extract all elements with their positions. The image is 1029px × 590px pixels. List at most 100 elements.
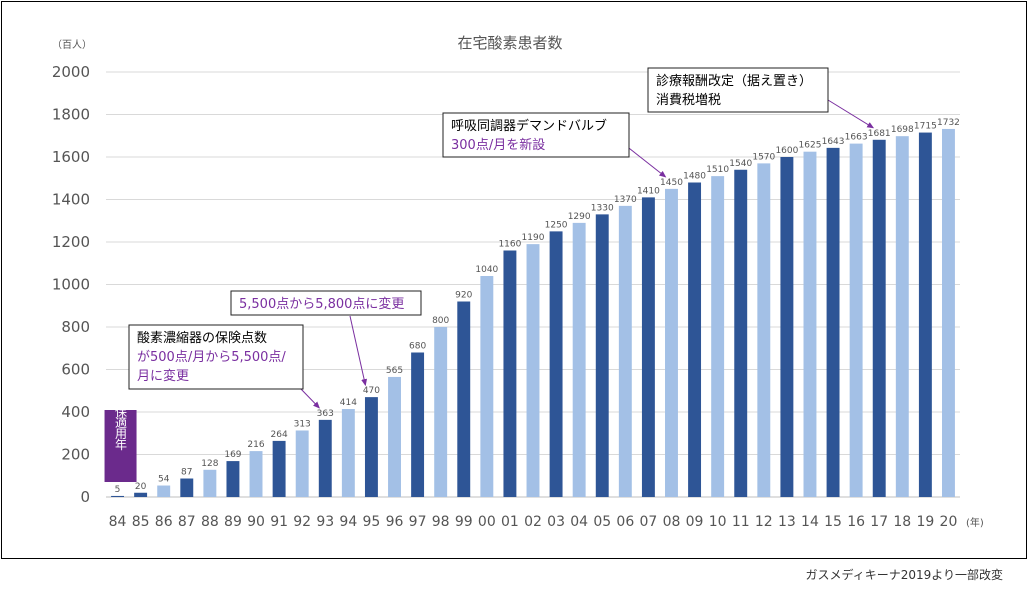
annotation-arrow — [299, 387, 320, 409]
x-axis-unit: (年) — [966, 516, 984, 529]
bar-97 — [411, 352, 425, 497]
x-tick-label: 85 — [132, 514, 150, 530]
value-label: 1330 — [591, 203, 614, 213]
x-tick-label: 84 — [109, 514, 127, 530]
y-tick-label: 200 — [61, 446, 90, 464]
x-tick-label: 18 — [893, 514, 911, 530]
y-tick-label: 1600 — [52, 148, 90, 166]
x-tick-label: 94 — [339, 514, 357, 530]
value-label: 680 — [409, 342, 426, 352]
annotation-box — [230, 290, 422, 316]
value-label: 1681 — [868, 129, 891, 139]
y-tick-label: 1400 — [52, 191, 90, 209]
x-tick-label: 08 — [663, 514, 681, 530]
x-tick-label: 90 — [247, 514, 265, 530]
x-tick-label: 12 — [755, 514, 773, 530]
x-tick-label: 09 — [686, 514, 704, 530]
value-label: 1450 — [660, 178, 683, 188]
value-label: 1410 — [637, 186, 660, 196]
value-label: 1290 — [568, 212, 591, 222]
annotation-text: 消費税増税 — [656, 93, 721, 108]
bar-93 — [318, 419, 332, 497]
value-label: 1370 — [614, 195, 637, 205]
value-label: 414 — [340, 398, 357, 408]
value-label: 1190 — [522, 233, 545, 243]
value-label: 54 — [158, 475, 170, 485]
annotation-box — [128, 324, 304, 390]
bar-chart: 在宅酸素患者数 （百人） (年) 02004006008001000120014… — [52, 34, 984, 530]
annotation-text: 診療報酬改定（据え置き） — [656, 73, 812, 89]
bar-89 — [226, 461, 240, 497]
value-label: 5 — [115, 485, 121, 495]
value-label: 20 — [135, 482, 147, 492]
highlight-label: 健保適用年 — [114, 394, 128, 450]
x-tick-label: 05 — [593, 514, 611, 530]
bar-94 — [341, 409, 355, 497]
value-label: 1732 — [937, 118, 960, 128]
bar-90 — [249, 451, 263, 497]
value-label: 128 — [201, 459, 218, 469]
bar-99 — [457, 301, 471, 497]
x-tick-label: 07 — [639, 514, 657, 530]
bar-84 — [111, 495, 125, 497]
y-tick-label: 400 — [61, 403, 90, 421]
x-tick-label: 00 — [478, 514, 496, 530]
x-tick-label: 14 — [801, 514, 819, 530]
value-label: 313 — [294, 419, 311, 429]
annotation-box — [442, 112, 630, 158]
x-tick-label: 06 — [616, 514, 634, 530]
bar-04 — [572, 222, 586, 497]
annotation-text: 月に変更 — [137, 368, 189, 384]
bar-12 — [757, 163, 771, 497]
x-tick-label: 91 — [270, 514, 288, 530]
annotation-arrow — [624, 144, 667, 178]
x-tick-label: 11 — [732, 514, 750, 530]
bar-16 — [849, 143, 863, 498]
value-label: 363 — [317, 409, 334, 419]
x-tick-label: 98 — [432, 514, 450, 530]
source-note: ガスメディキーナ2019より一部改変 — [805, 568, 1003, 582]
bar-96 — [388, 376, 401, 497]
bar-88 — [203, 469, 217, 497]
annotation-text: が500点/月から5,500点/ — [137, 350, 286, 365]
bar-86 — [157, 485, 171, 497]
value-label: 1040 — [475, 265, 498, 275]
bar-10 — [711, 176, 725, 497]
y-tick-label: 600 — [61, 361, 90, 379]
value-label: 1625 — [799, 141, 822, 151]
x-tick-label: 95 — [363, 514, 381, 530]
bar-03 — [549, 231, 563, 497]
x-tick-label: 88 — [201, 514, 219, 530]
x-tick-label: 17 — [870, 514, 888, 530]
bar-05 — [595, 214, 609, 497]
bar-95 — [364, 397, 378, 497]
x-tick-label: 02 — [524, 514, 542, 530]
x-tick-label: 89 — [224, 514, 242, 530]
x-tick-label: 20 — [940, 514, 958, 530]
bar-14 — [803, 151, 817, 497]
x-tick-label: 15 — [824, 514, 842, 530]
bar-85 — [134, 492, 148, 497]
value-label: 1160 — [498, 240, 521, 250]
bar-01 — [503, 250, 517, 497]
x-tick-label: 16 — [847, 514, 865, 530]
y-tick-label: 1200 — [52, 233, 90, 251]
annotation-text: 5,500点から5,800点に変更 — [239, 296, 404, 312]
x-tick-label: 93 — [316, 514, 334, 530]
value-label: 800 — [432, 316, 449, 326]
bar-07 — [641, 197, 655, 497]
bar-17 — [872, 139, 886, 497]
x-tick-label: 96 — [386, 514, 404, 530]
bar-11 — [734, 169, 748, 497]
y-axis-unit: （百人） — [52, 39, 92, 51]
y-tick-label: 0 — [80, 488, 90, 506]
bar-92 — [295, 430, 309, 497]
annotation-text: 300点/月を新設 — [451, 137, 545, 153]
chart-title: 在宅酸素患者数 — [457, 34, 562, 52]
bar-91 — [272, 440, 286, 497]
x-tick-label: 10 — [709, 514, 727, 530]
x-tick-label: 97 — [409, 514, 427, 530]
bar-00 — [480, 276, 494, 497]
bar-19 — [918, 132, 932, 497]
value-label: 169 — [224, 450, 241, 460]
